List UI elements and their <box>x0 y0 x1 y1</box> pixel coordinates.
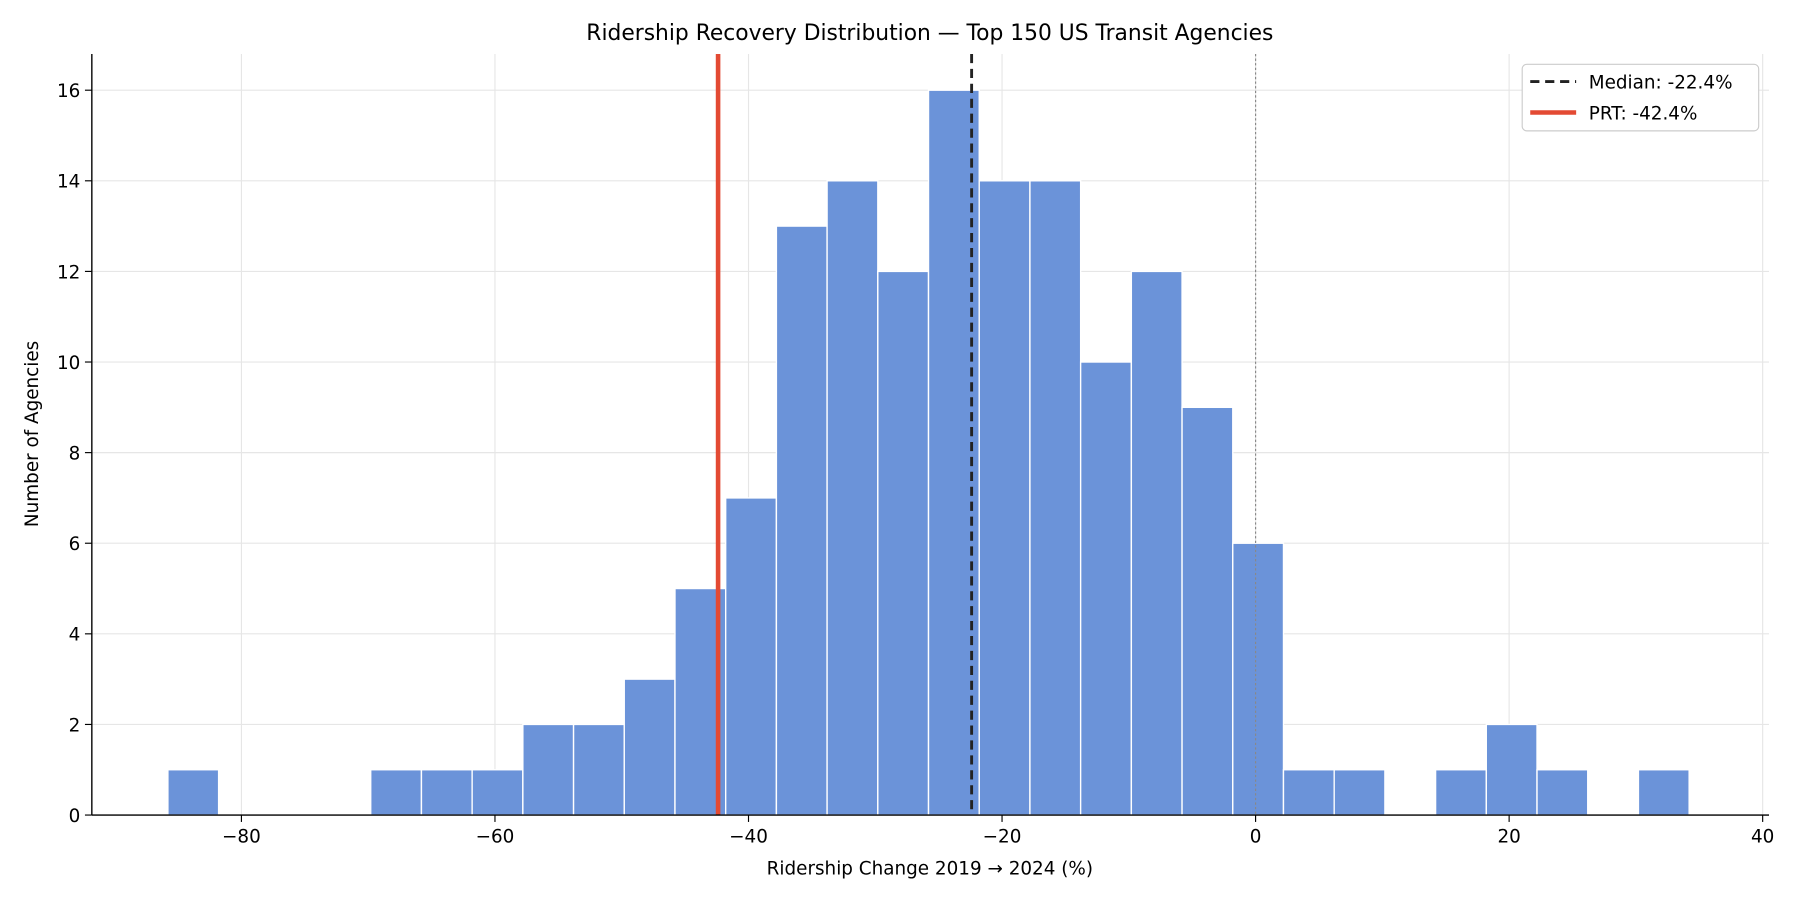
legend-median-label: Median: -22.4% <box>1589 72 1733 93</box>
histogram-bar <box>420 769 473 816</box>
histogram-bar <box>1434 769 1487 816</box>
histogram-bar <box>572 723 625 816</box>
y-axis-label: Number of Agencies <box>22 341 43 527</box>
chart-title: Ridership Recovery Distribution — Top 15… <box>586 21 1273 46</box>
histogram-bar <box>623 678 676 816</box>
histogram-bar <box>826 180 879 816</box>
histogram-bar <box>927 89 980 816</box>
x-tick-label: 40 <box>1751 827 1774 848</box>
y-tick-label: 8 <box>69 444 81 465</box>
histogram-bar <box>370 769 423 816</box>
y-tick-label: 0 <box>69 806 81 827</box>
y-tick-label: 14 <box>57 172 80 193</box>
x-tick-label: 0 <box>1250 827 1262 848</box>
histogram-bar <box>1536 769 1589 816</box>
y-tick-label: 2 <box>69 715 81 736</box>
histogram-bar <box>1029 180 1082 816</box>
histogram-bar <box>1232 542 1285 816</box>
histogram-bar <box>1079 361 1133 816</box>
y-tick-label: 12 <box>57 262 80 283</box>
x-tick-label: −60 <box>476 827 515 848</box>
histogram-bar <box>1485 723 1538 816</box>
legend: Median: -22.4% PRT: -42.4% <box>1521 63 1760 132</box>
histogram-bar <box>775 225 828 816</box>
histogram-bar <box>522 723 575 816</box>
x-tick-label: −20 <box>983 827 1022 848</box>
histogram-bar <box>1637 769 1690 816</box>
x-tick-label: −80 <box>222 827 261 848</box>
histogram-bar <box>167 769 220 816</box>
x-axis-label: Ridership Change 2019 → 2024 (%) <box>767 859 1093 880</box>
histogram-bar <box>877 270 930 816</box>
histogram-bar <box>1181 406 1234 816</box>
reference-lines <box>715 53 1257 816</box>
histogram-bar <box>1130 270 1183 816</box>
histogram-bar <box>1282 769 1335 816</box>
y-tick-label: 6 <box>69 534 81 555</box>
histogram-bar <box>1333 769 1386 816</box>
x-tick-label: −40 <box>729 827 768 848</box>
histogram-bar <box>978 180 1031 816</box>
legend-prt-label: PRT: -42.4% <box>1589 103 1698 124</box>
x-tick-label: 20 <box>1497 827 1520 848</box>
y-tick-label: 10 <box>57 353 80 374</box>
y-tick-label: 16 <box>57 81 80 102</box>
histogram-bar <box>471 769 524 816</box>
axes: −80 −60 −40 −20 0 20 40 0 2 4 6 8 10 12 14 16 <box>57 53 1774 848</box>
histogram-bar <box>724 497 778 816</box>
y-tick-label: 4 <box>69 625 81 646</box>
